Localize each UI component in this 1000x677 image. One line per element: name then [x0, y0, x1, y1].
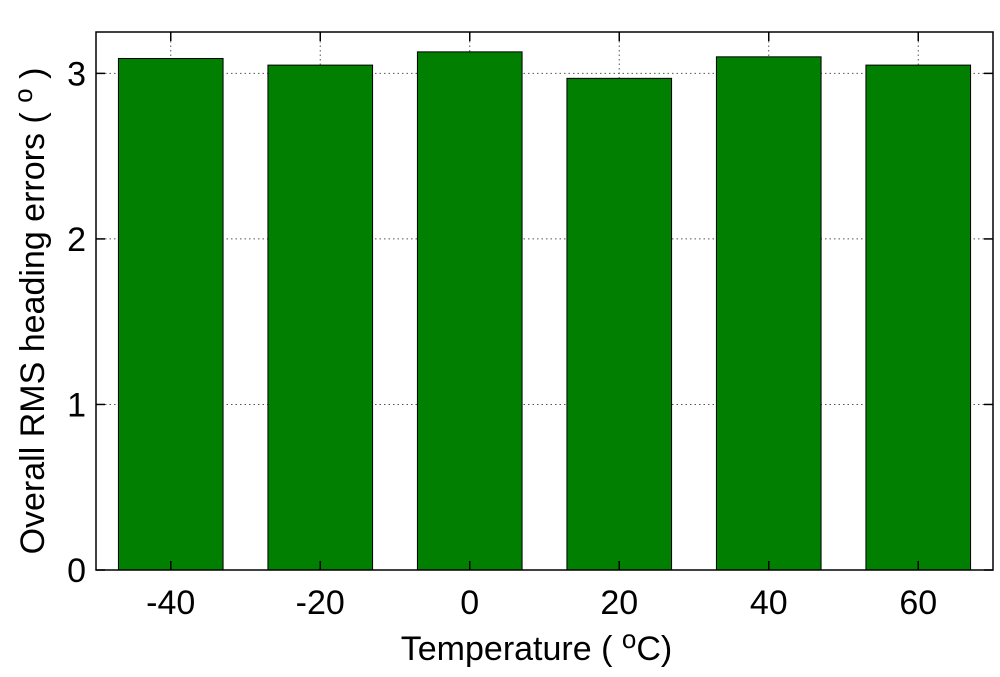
- grid-lines: [96, 32, 993, 570]
- x-tick-label: 40: [750, 584, 788, 622]
- bar-0: [416, 51, 523, 571]
- y-axis-label: Overall RMS heading errors ( o ): [8, 68, 52, 555]
- x-tick-labels: -40 -20 0 20 40 60: [146, 584, 937, 622]
- bar--20: [267, 64, 374, 571]
- bar--40: [117, 57, 224, 571]
- y-axis-label-superscript: o: [8, 88, 38, 102]
- bar-20: [566, 77, 673, 571]
- ticks: [96, 32, 993, 571]
- x-tick-label: 20: [600, 584, 638, 622]
- bars: [117, 51, 972, 571]
- x-tick-label: 60: [899, 584, 937, 622]
- y-tick-label: 3: [67, 55, 86, 93]
- x-tick-label: -20: [296, 584, 345, 622]
- y-tick-labels: 0 1 2 3: [67, 55, 86, 590]
- x-axis-label: Temperature ( oC): [401, 624, 672, 668]
- y-tick-label: 1: [67, 386, 86, 424]
- x-tick-label: 0: [460, 584, 479, 622]
- bar-60: [865, 64, 972, 571]
- y-tick-label: 0: [67, 552, 86, 590]
- bar-40: [715, 56, 822, 571]
- x-tick-label: -40: [146, 584, 195, 622]
- axes-frame: [95, 31, 994, 571]
- x-axis-label-superscript: o: [622, 624, 636, 654]
- y-tick-label: 2: [67, 221, 86, 259]
